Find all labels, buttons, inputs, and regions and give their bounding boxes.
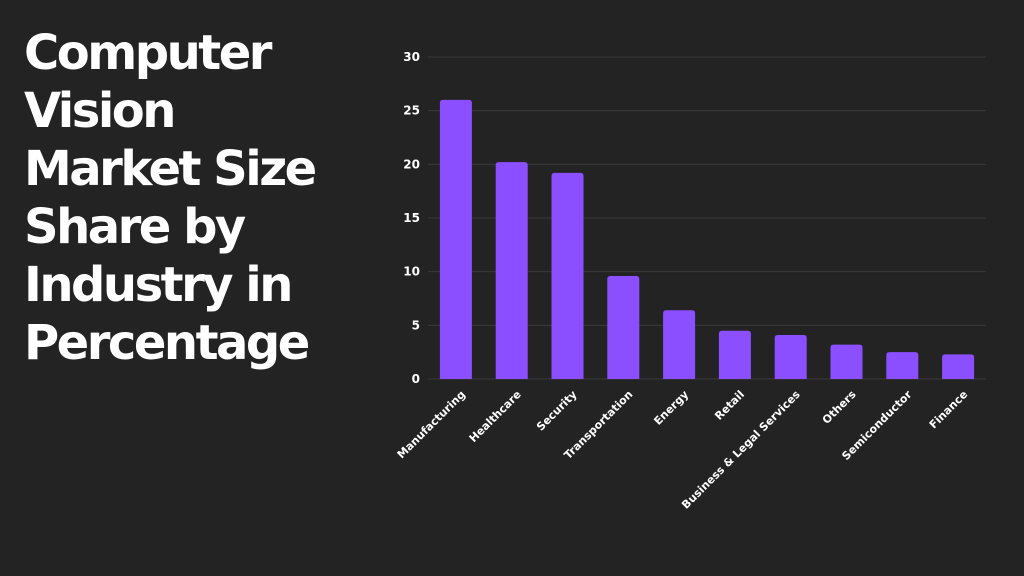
x-category-label: Business & Legal Services [679, 388, 803, 512]
y-tick-label: 30 [403, 50, 420, 64]
bar [942, 354, 975, 379]
title-line: Market Size [24, 141, 317, 197]
bar [830, 344, 863, 379]
bar [718, 330, 751, 379]
x-category-label: Others [820, 388, 859, 427]
y-tick-label: 5 [412, 318, 420, 332]
bar [551, 172, 584, 379]
y-tick-label: 20 [403, 157, 420, 171]
title-line: Computer [24, 25, 272, 81]
y-tick-label: 0 [412, 372, 420, 386]
bars [439, 99, 975, 379]
bar [663, 310, 696, 379]
x-category-label: Healthcare [467, 388, 524, 445]
title-line: Share by [24, 199, 246, 255]
x-category-label: Manufacturing [395, 388, 468, 461]
bar [774, 334, 807, 379]
title-line: Percentage [24, 315, 310, 371]
title-line: Vision [24, 83, 176, 139]
bar [495, 162, 528, 379]
x-category-label: Retail [712, 388, 747, 423]
x-category-label: Finance [927, 388, 970, 431]
y-axis-ticks: 0 5 10 15 20 25 30 [403, 50, 420, 386]
y-tick-label: 15 [403, 211, 420, 225]
x-category-label: Energy [651, 388, 691, 428]
x-category-label: Security [534, 388, 580, 434]
bar [439, 99, 472, 379]
y-tick-label: 10 [403, 265, 420, 279]
bar [607, 275, 640, 379]
y-tick-label: 25 [403, 104, 420, 118]
slide-title: Computer Vision Market Size Share by Ind… [24, 24, 374, 372]
bar [886, 352, 919, 379]
title-line: Industry in [24, 257, 293, 313]
